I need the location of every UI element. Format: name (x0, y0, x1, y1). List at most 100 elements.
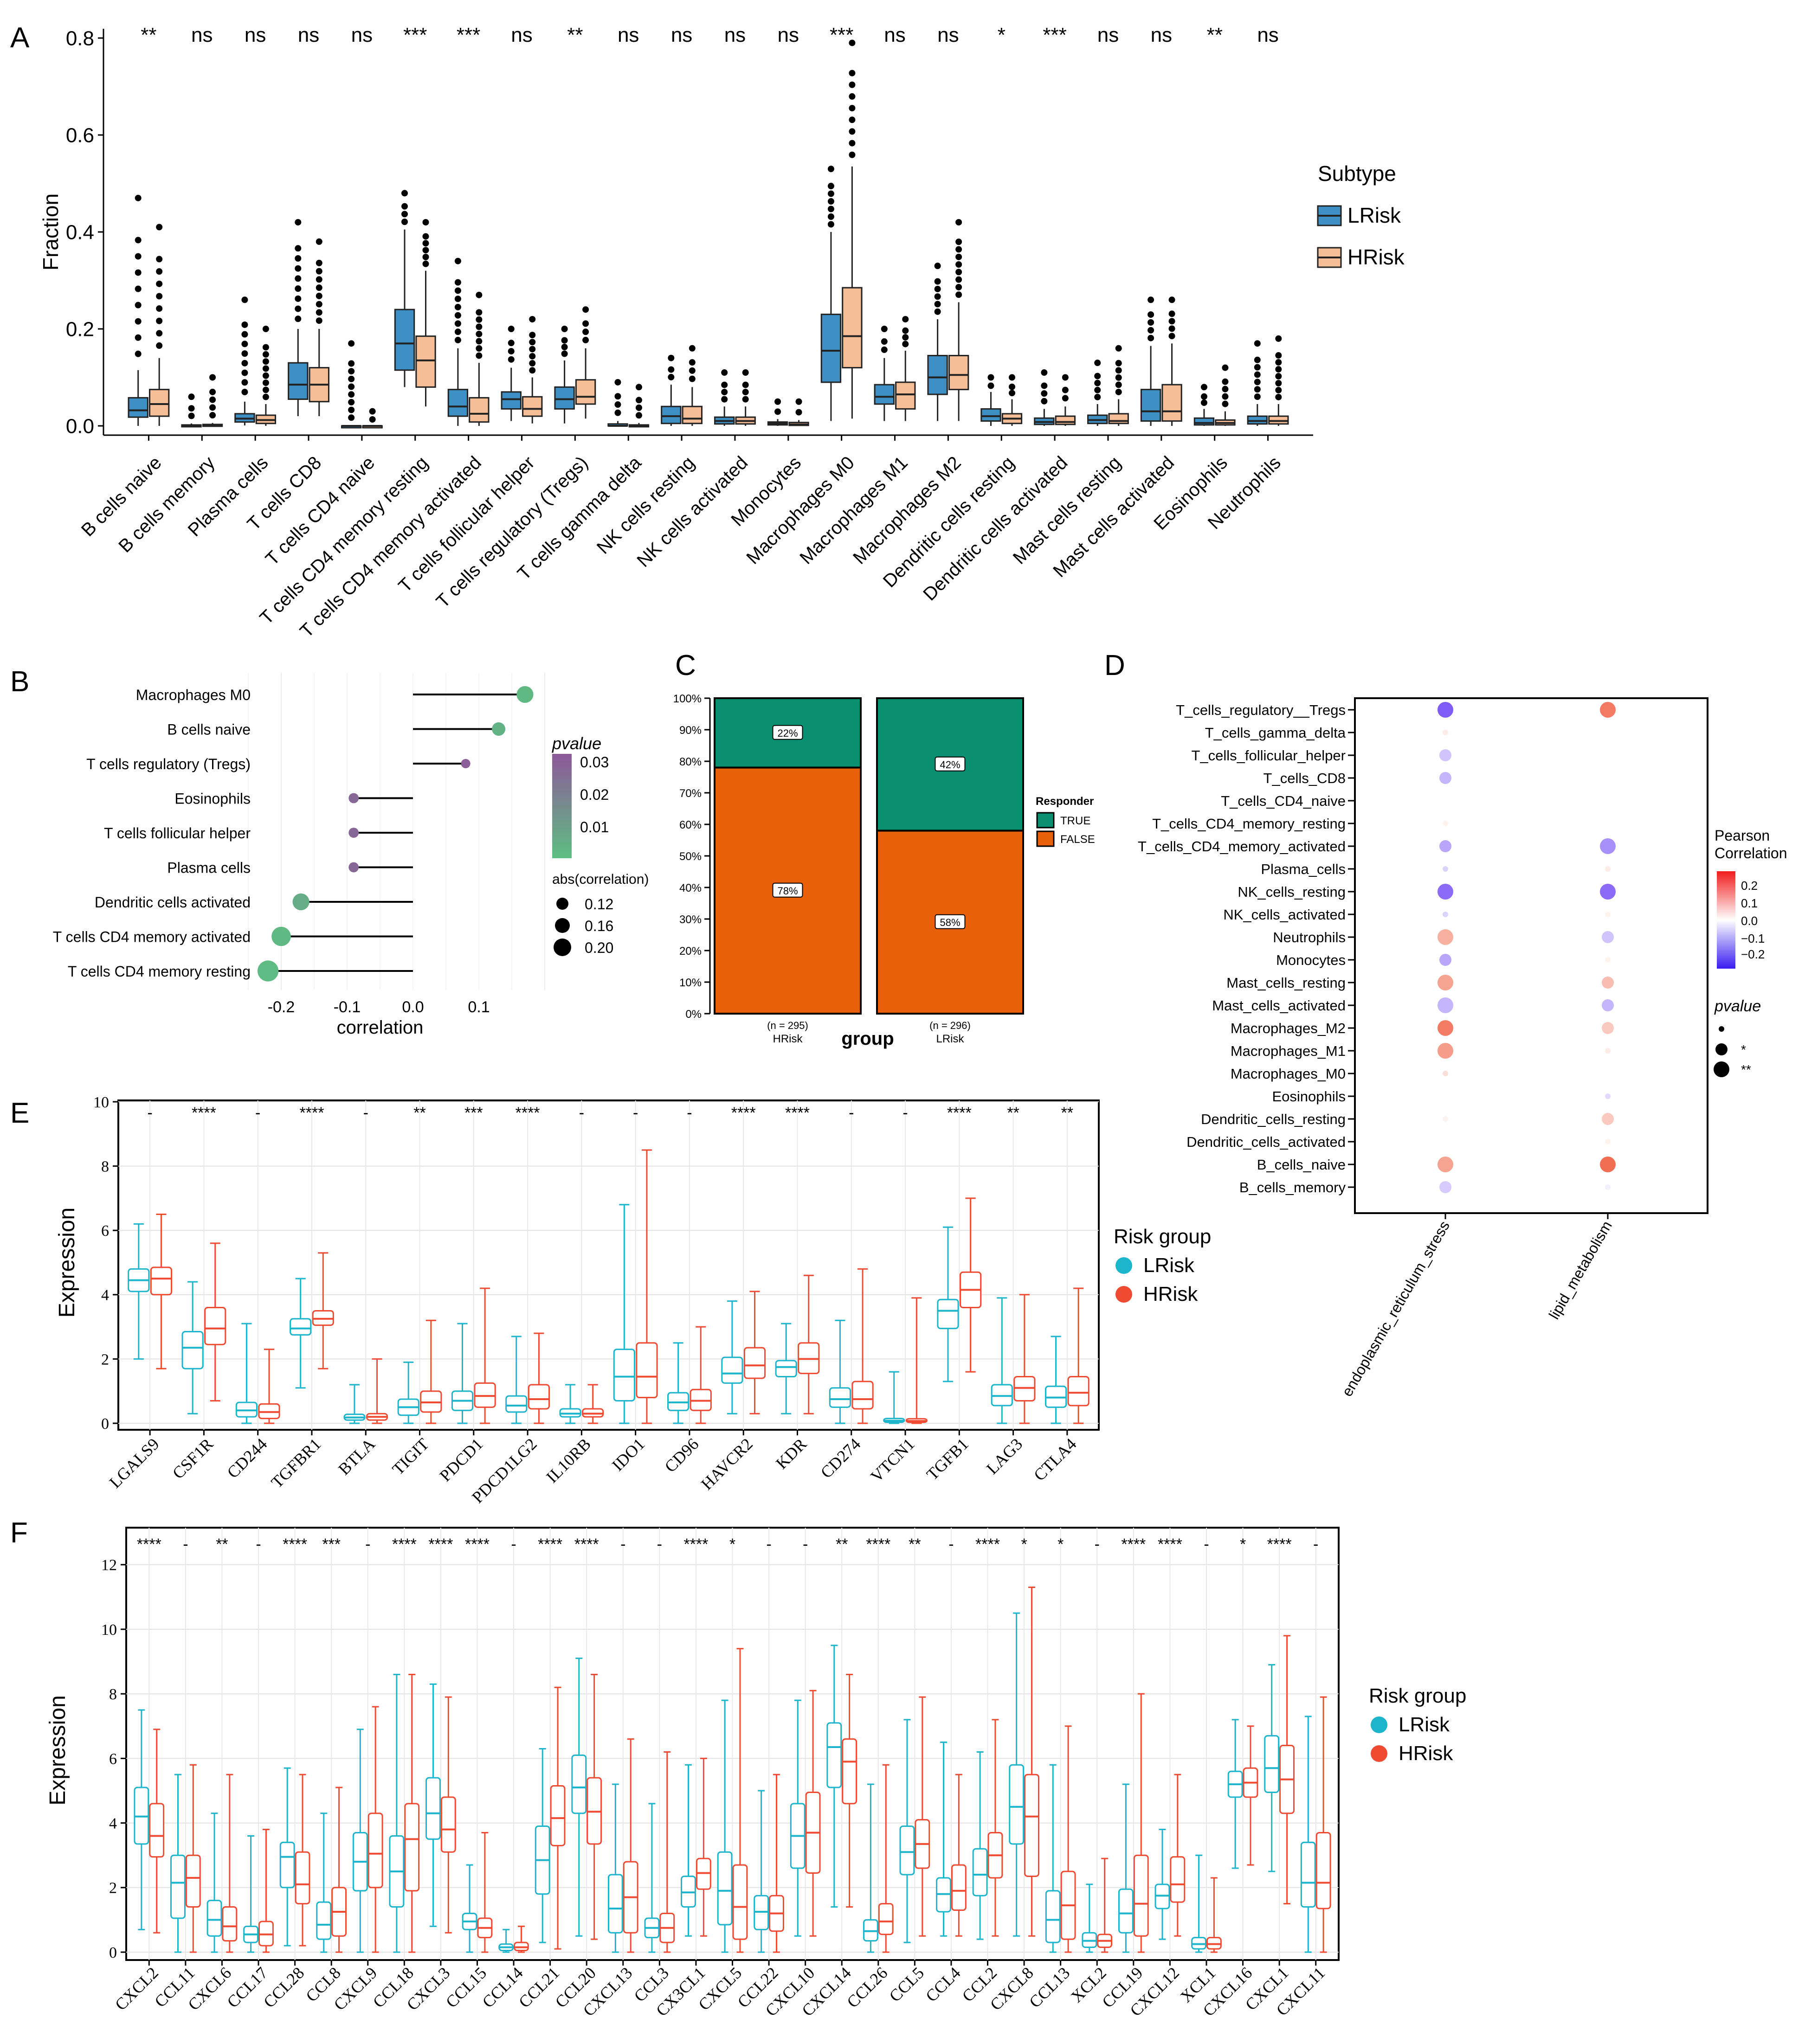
box-HRisk-LAG3 (1013, 1294, 1036, 1424)
outlier-point (295, 265, 302, 272)
y-tick-label: 20% (679, 945, 702, 958)
row-label: Dendritic cells activated (95, 894, 251, 911)
outlier-point (262, 351, 269, 358)
outlier-point (1275, 393, 1282, 400)
dot-cell (1605, 821, 1611, 826)
outlier-point (849, 93, 856, 100)
color-bar-label: 0.2 (1741, 879, 1758, 893)
significance-mark: **** (428, 1536, 453, 1553)
significance-mark: *** (322, 1536, 341, 1553)
x-tick-label: CCL26 (843, 1963, 891, 2011)
significance-mark: * (1021, 1536, 1027, 1553)
legend-title: Pearson (1715, 827, 1770, 844)
box-iqr (1045, 1890, 1061, 1943)
y-tick-label: 12 (101, 1557, 117, 1574)
y-tick-label: 10 (93, 1094, 109, 1111)
box-LRisk-CCL15 (462, 1864, 477, 1953)
box-LRisk-KDR (775, 1323, 797, 1414)
outlier-point (295, 219, 302, 226)
box-iqr (1264, 1735, 1280, 1793)
outlier-point (135, 350, 142, 357)
outlier-point (934, 293, 941, 300)
outlier-point (561, 337, 568, 344)
outlier-point (614, 379, 621, 386)
legend-title: pvalue (552, 734, 601, 753)
significance-mark: ** (909, 1536, 921, 1553)
outlier-point (156, 293, 163, 300)
row-label: NK_cells_activated (1223, 906, 1346, 923)
legend-title: pvalue (1714, 997, 1761, 1015)
row-label: T_cells_CD8 (1264, 770, 1346, 786)
dot-cell (1438, 997, 1453, 1013)
outlier-point (476, 338, 483, 345)
box-LRisk-CCL5 (899, 1719, 915, 1943)
significance-mark: - (256, 1536, 261, 1553)
significance-mark: - (1313, 1536, 1318, 1553)
box-HRisk-TIGIT (420, 1319, 442, 1424)
size-legend-point (555, 918, 570, 933)
row-label: Neutrophils (1273, 929, 1346, 945)
outlier-point (188, 405, 195, 412)
outlier-point (668, 366, 675, 373)
box-LRisk-T cells CD4 memory resting (394, 190, 415, 387)
box-HRisk-CCL20 (587, 1673, 602, 1940)
box-LRisk-Macrophages M1 (874, 326, 895, 421)
box-iqr (775, 1360, 797, 1378)
outlier-point (401, 211, 408, 218)
significance-mark: **** (574, 1536, 599, 1553)
significance-mark: * (729, 1536, 735, 1553)
row-label: T cells CD4 memory resting (68, 963, 251, 980)
significance-mark: - (687, 1104, 692, 1122)
outlier-point (955, 276, 962, 283)
outlier-point (209, 404, 216, 411)
outlier-point (1094, 386, 1101, 393)
significance-mark: - (255, 1104, 260, 1122)
box-LRisk-CCL3 (644, 1803, 660, 1953)
box-LRisk-CTLA4 (1044, 1336, 1067, 1424)
box-HRisk-Macrophages M0 (842, 39, 863, 419)
outlier-point (1275, 335, 1282, 342)
outlier-point (476, 316, 483, 323)
row-label: Macrophages_M1 (1231, 1043, 1346, 1059)
size-legend-point (1719, 1026, 1724, 1032)
x-axis-title: correlation (337, 1017, 424, 1038)
outlier-point (1147, 327, 1154, 334)
size-legend-point (556, 898, 568, 910)
lollipop-point (348, 828, 359, 838)
row-label: T_cells_regulatory__Tregs (1176, 702, 1346, 718)
box-iqr (895, 381, 916, 410)
box-HRisk-CCL14 (514, 1925, 529, 1953)
outlier-point (827, 206, 834, 212)
x-tick-label: CCL15 (442, 1963, 490, 2011)
box-HRisk-B cells naive (148, 224, 170, 426)
x-tick-label: CCL17 (223, 1963, 271, 2011)
outlier-point (1254, 379, 1261, 386)
box-iqr (1315, 1832, 1331, 1909)
y-tick-label: 6 (101, 1222, 109, 1240)
outlier-point (582, 306, 589, 313)
box-iqr (829, 1387, 851, 1408)
x-tick-label: HRisk (773, 1033, 803, 1045)
box-HRisk-T cells CD4 naive (362, 408, 383, 429)
outlier-point (348, 391, 355, 398)
row-label: T_cells_gamma_delta (1205, 725, 1346, 741)
box-iqr (1170, 1856, 1186, 1903)
outlier-point (262, 379, 269, 386)
box-iqr (1108, 413, 1129, 424)
color-bar (552, 754, 572, 858)
box-iqr (743, 1347, 766, 1379)
y-tick-label: 0% (685, 1008, 702, 1021)
outlier-point (295, 275, 302, 282)
significance-mark: ns (191, 24, 213, 46)
box-iqr (554, 386, 575, 410)
outlier-point (156, 280, 163, 287)
box-LRisk-CCL28 (279, 1767, 295, 1947)
outlier-point (422, 247, 429, 254)
lollipop-point (348, 793, 359, 803)
outlier-point (348, 414, 355, 421)
box-LRisk-CXCL5 (717, 1699, 733, 1953)
dot-cell (1439, 840, 1451, 852)
dot-cell (1600, 838, 1616, 854)
outlier-point (1222, 364, 1229, 371)
dot-cell (1443, 866, 1448, 872)
